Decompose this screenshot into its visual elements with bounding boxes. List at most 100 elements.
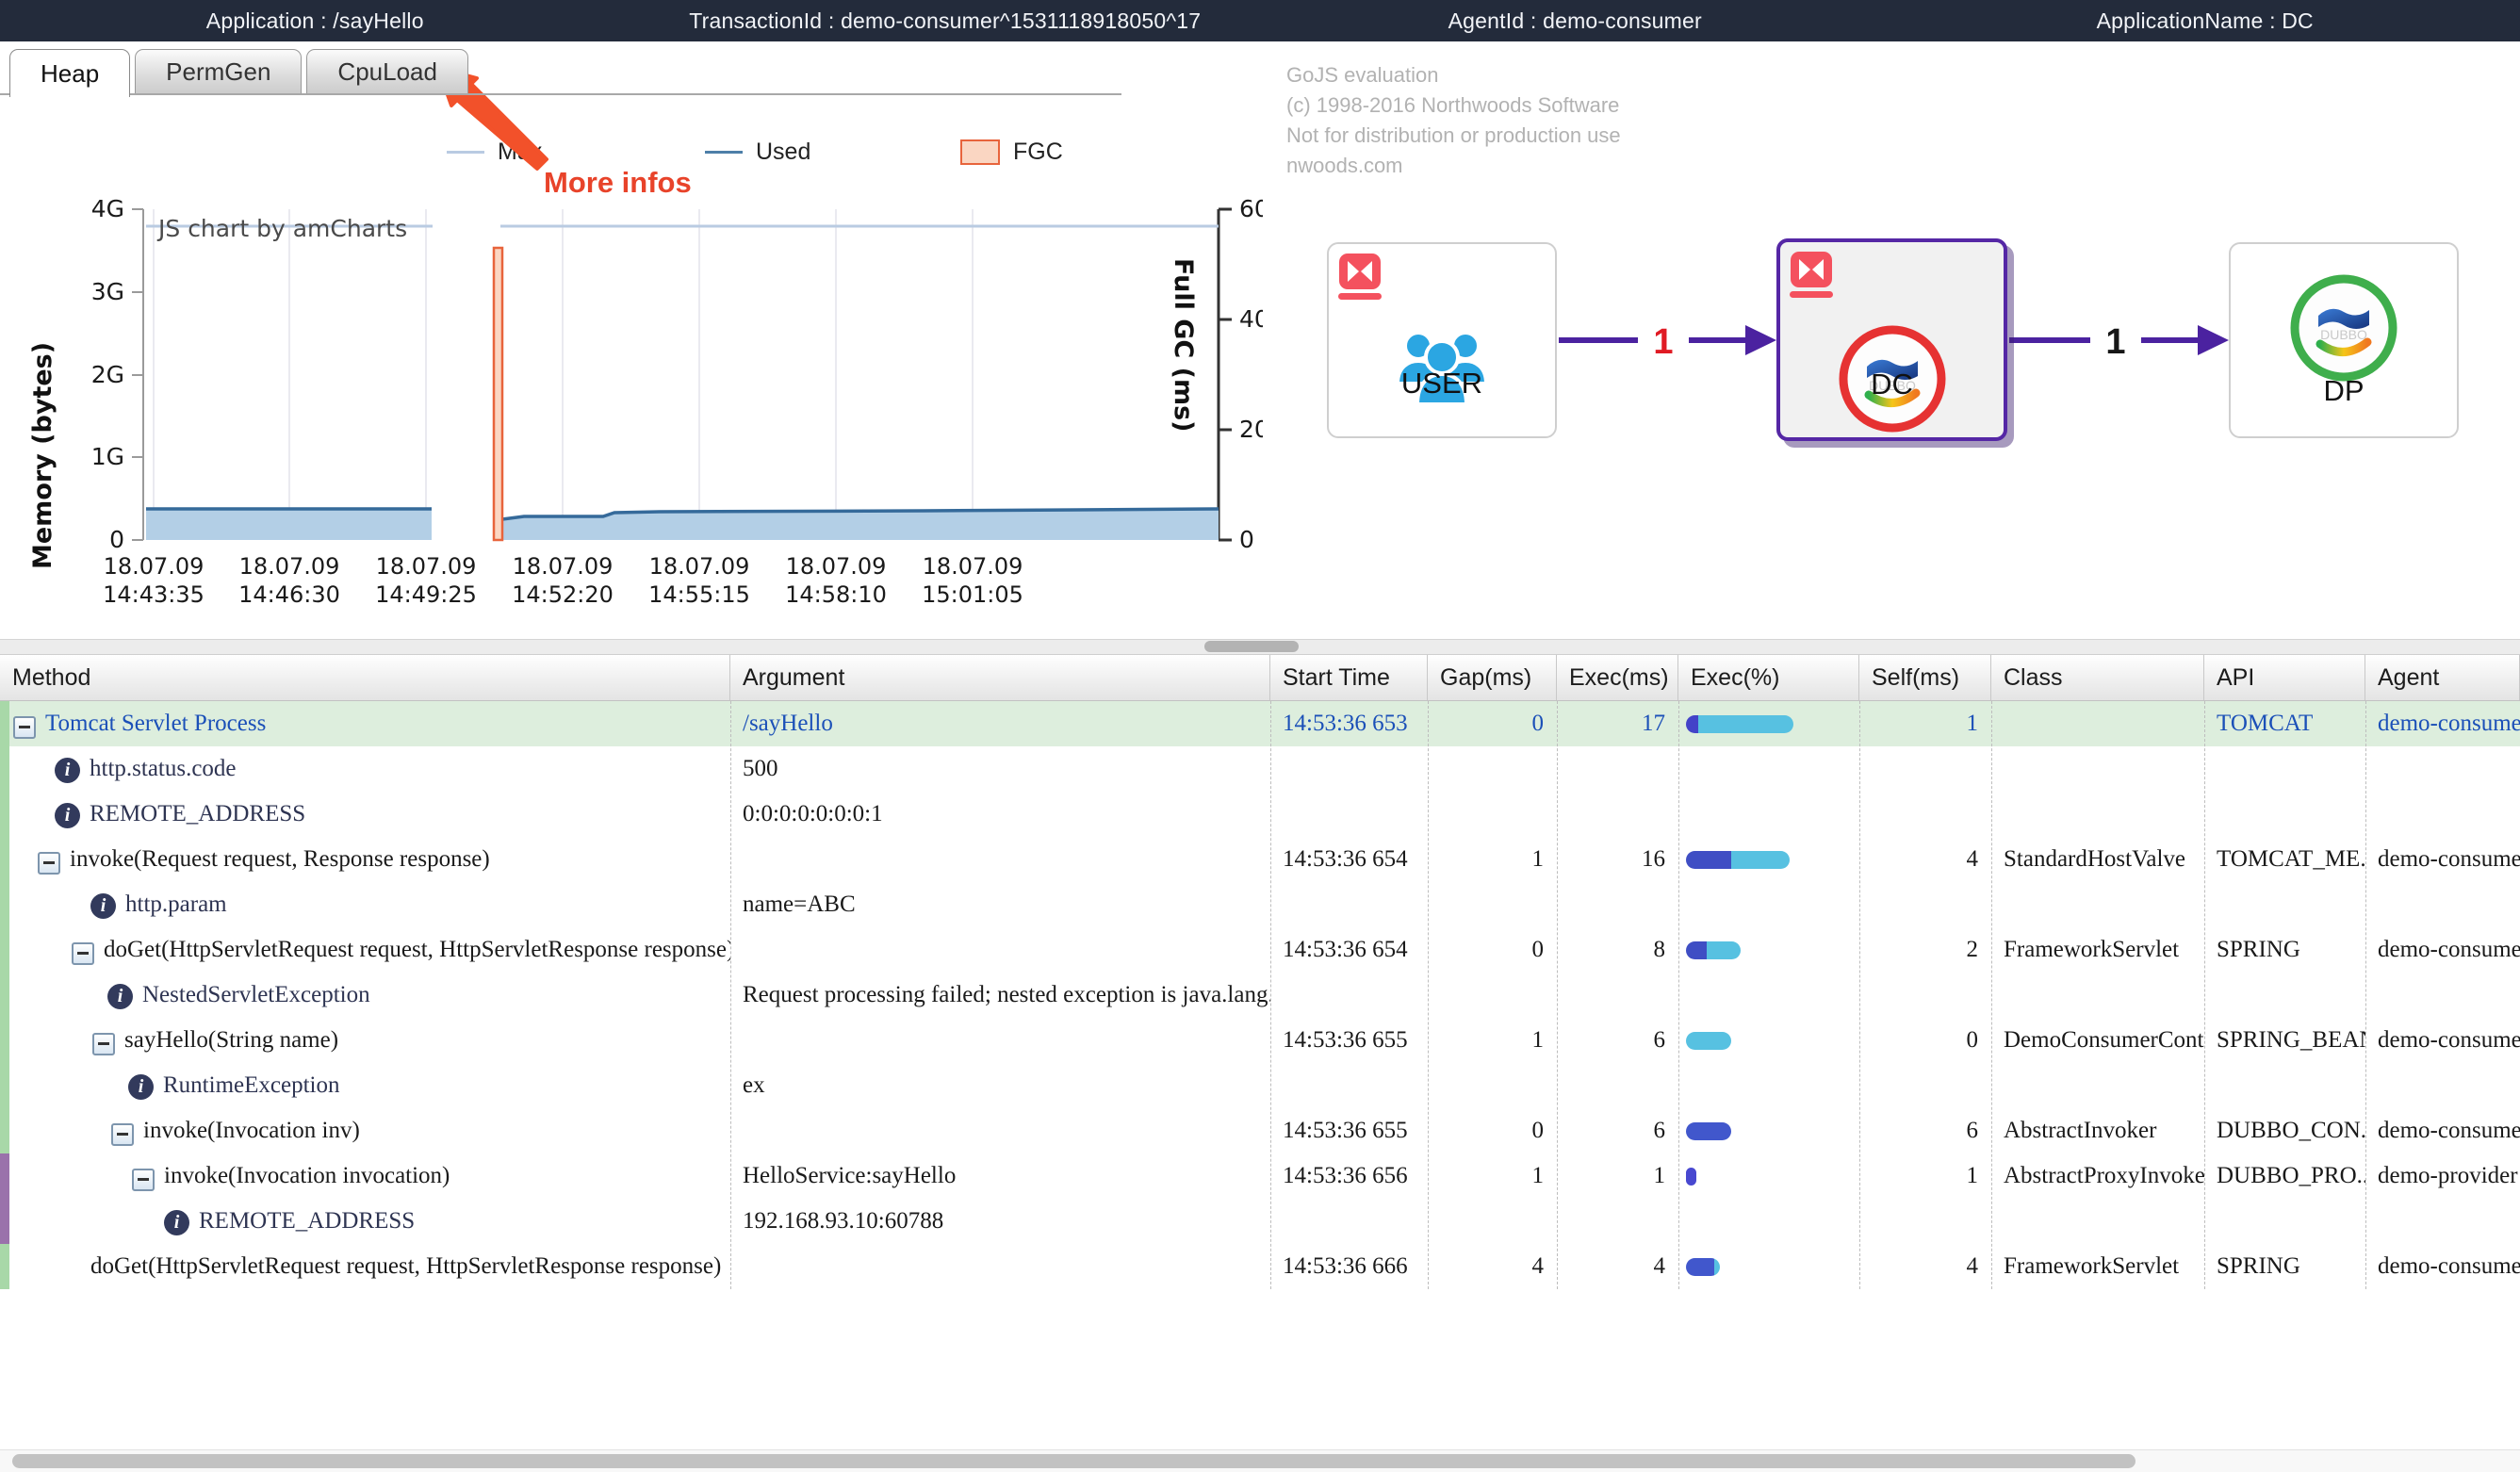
api-cell: SPRING: [2217, 1253, 2300, 1279]
method-cell: i REMOTE_ADDRESS: [0, 792, 730, 837]
method-cell: i http.status.code: [0, 746, 730, 792]
collapse-icon[interactable]: [92, 1032, 115, 1055]
table-row[interactable]: i RuntimeException ex: [0, 1063, 2520, 1108]
tab-permgen[interactable]: PermGen: [135, 49, 303, 93]
table-row[interactable]: i http.status.code 500: [0, 746, 2520, 792]
collapse-icon[interactable]: [13, 715, 36, 739]
collapse-icon[interactable]: [111, 1122, 134, 1146]
exec-percent-cell: [1678, 746, 1859, 792]
node-dp[interactable]: DUBBO DP: [2229, 242, 2459, 438]
scrollbar-thumb[interactable]: [12, 1454, 2135, 1468]
argument-cell: 192.168.93.10:60788: [743, 1208, 944, 1234]
table-row[interactable]: doGet(HttpServletRequest request, HttpSe…: [0, 927, 2520, 973]
table-row[interactable]: i REMOTE_ADDRESS 192.168.93.10:60788: [0, 1199, 2520, 1244]
method-cell: sayHello(String name): [0, 1018, 730, 1063]
table-row[interactable]: i NestedServletException Request processi…: [0, 973, 2520, 1018]
column-header-class[interactable]: Class: [1991, 655, 2204, 700]
column-header-exec-[interactable]: Exec(%): [1678, 655, 1859, 700]
arrowhead-icon: [1745, 325, 1776, 355]
collapse-icon[interactable]: [132, 1168, 155, 1191]
arrowhead-icon: [2198, 325, 2229, 355]
table-row[interactable]: invoke(Invocation invocation) HelloServi…: [0, 1153, 2520, 1199]
class-cell: [1991, 1063, 2204, 1108]
table-row[interactable]: invoke(Invocation inv) 14:53:36 655 0 6 …: [0, 1108, 2520, 1153]
argument-cell: [730, 927, 1270, 973]
svg-text:DUBBO: DUBBO: [2320, 327, 2367, 342]
legend-item-used[interactable]: Used: [705, 139, 810, 166]
column-header-agent[interactable]: Agent: [2365, 655, 2520, 700]
api-cell: TOMCAT_ME...: [2217, 846, 2365, 872]
y-tick-left: 4G: [90, 195, 124, 222]
used-area: [146, 509, 432, 540]
alarm-icon: [1790, 252, 1833, 298]
table-row[interactable]: doGet(HttpServletRequest request, HttpSe…: [0, 1244, 2520, 1289]
x-tick: 18.07.09 14:55:15: [648, 553, 750, 608]
gojs-watermark-line: GoJS evaluation: [1286, 63, 1439, 87]
table-row[interactable]: Tomcat Servlet Process /sayHello 14:53:3…: [0, 701, 2520, 746]
agent-color-strip: [0, 837, 9, 882]
legend-swatch: [447, 151, 484, 154]
table-row[interactable]: invoke(Request request, Response respons…: [0, 837, 2520, 882]
start-time-cell: 14:53:36 654: [1283, 937, 1408, 962]
table-body: Tomcat Servlet Process /sayHello 14:53:3…: [0, 701, 2520, 1289]
column-header-argument[interactable]: Argument: [730, 655, 1270, 700]
self-cell: 1: [1966, 1163, 1979, 1188]
page-horizontal-scrollbar[interactable]: [0, 1449, 2520, 1472]
start-time-cell: 14:53:36 655: [1283, 1118, 1408, 1143]
method-label: sayHello(String name): [124, 1027, 339, 1053]
agent-cell: demo-consumer: [2378, 711, 2520, 736]
class-cell: FrameworkServlet: [2004, 937, 2180, 962]
exec-percent-cell: [1678, 1244, 1859, 1289]
exec-cell: [1557, 1063, 1678, 1108]
info-icon: i: [55, 757, 80, 783]
application-name-label: ApplicationName : DC: [2096, 8, 2314, 33]
column-header-method[interactable]: Method: [0, 655, 730, 700]
node-dc[interactable]: DUBBO DC: [1776, 238, 2007, 441]
memory-chart-canvas: [132, 66, 1232, 542]
self-cell: 4: [1966, 1253, 1979, 1279]
legend-item-fgc[interactable]: FGC: [960, 139, 1063, 166]
collapse-icon[interactable]: [72, 941, 94, 965]
column-header-api[interactable]: API: [2204, 655, 2365, 700]
table-row[interactable]: i REMOTE_ADDRESS 0:0:0:0:0:0:0:1: [0, 792, 2520, 837]
agent-color-strip: [0, 1108, 9, 1153]
svg-text:DUBBO: DUBBO: [1869, 378, 1916, 393]
gap-cell: 0: [1531, 937, 1545, 962]
agent-cell: demo-consumer: [2378, 846, 2520, 872]
column-header-start-time[interactable]: Start Time: [1270, 655, 1428, 700]
table-row[interactable]: sayHello(String name) 14:53:36 655 1 6 0…: [0, 1018, 2520, 1063]
node-label: DP: [2323, 374, 2365, 407]
exec-cell: [1557, 792, 1678, 837]
argument-cell: [730, 1018, 1270, 1063]
agent-color-strip: [0, 701, 9, 746]
exec-percent-cell: [1678, 1153, 1859, 1199]
method-label: doGet(HttpServletRequest request, HttpSe…: [90, 1253, 722, 1279]
api-cell: DUBBO_CON...: [2217, 1118, 2365, 1143]
server-map-panel: GoJS evaluation (c) 1998-2016 Northwoods …: [1263, 41, 2520, 639]
transaction-info-bar: Application : /sayHello TransactionId : …: [0, 0, 2520, 41]
gap-cell: [1428, 1199, 1557, 1244]
scrollbar-thumb[interactable]: [1204, 641, 1299, 652]
tab-heap[interactable]: Heap: [9, 49, 131, 97]
start-time-cell: 14:53:36 656: [1283, 1163, 1408, 1188]
method-label: invoke(Request request, Response respons…: [70, 846, 490, 872]
api-cell: [2204, 746, 2365, 792]
x-tick: 18.07.09 14:46:30: [238, 553, 340, 608]
node-user[interactable]: USER: [1327, 242, 1557, 438]
column-header-gap-ms-[interactable]: Gap(ms): [1428, 655, 1557, 700]
table-horizontal-scrollbar[interactable]: [0, 639, 2520, 655]
collapse-icon[interactable]: [38, 851, 60, 875]
agent-cell: [2365, 882, 2520, 927]
node-label: USER: [1400, 367, 1483, 400]
column-header-self-ms-[interactable]: Self(ms): [1859, 655, 1991, 700]
table-row[interactable]: i http.param name=ABC: [0, 882, 2520, 927]
exec-cell: 17: [1642, 711, 1665, 736]
start-time-cell: 14:53:36 654: [1283, 846, 1408, 872]
class-cell: AbstractProxyInvoker: [2004, 1163, 2204, 1188]
tab-cpuload[interactable]: CpuLoad: [306, 49, 468, 93]
exec-percent-cell: [1678, 1108, 1859, 1153]
column-header-exec-ms-[interactable]: Exec(ms): [1557, 655, 1678, 700]
column-separator: [1557, 701, 1558, 1289]
exec-cell: 6: [1653, 1027, 1666, 1053]
